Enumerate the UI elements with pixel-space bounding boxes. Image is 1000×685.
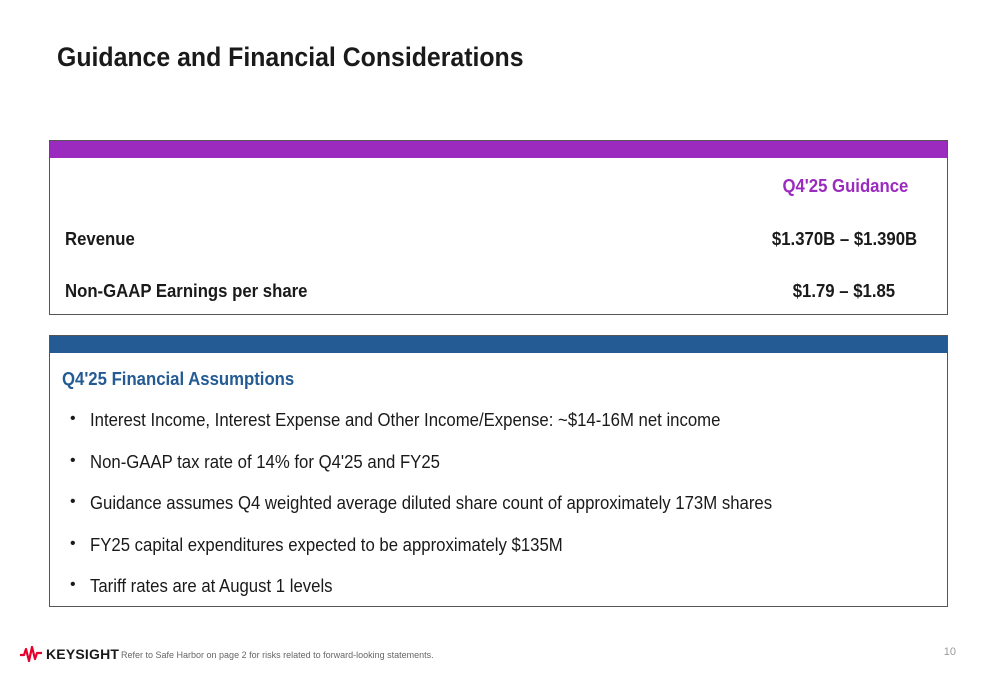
guidance-row-label-text: Revenue xyxy=(65,229,135,249)
bullet-icon: • xyxy=(70,410,76,427)
bullet-icon: • xyxy=(70,451,76,469)
guidance-row-value: $1.79 – $1.85 xyxy=(785,281,895,302)
list-item-text: Interest Income, Interest Expense and Ot… xyxy=(90,410,721,430)
guidance-row-value-text: $1.79 – $1.85 xyxy=(792,281,895,301)
assumptions-list: • Interest Income, Interest Expense and O… xyxy=(70,410,823,618)
list-item-text: FY25 capital expenditures expected to be… xyxy=(90,534,563,555)
list-item-text: Tariff rates are at August 1 levels xyxy=(90,576,333,596)
safe-harbor-disclaimer: Refer to Safe Harbor on page 2 for risks… xyxy=(121,650,434,660)
assumptions-header-bar xyxy=(50,336,947,353)
bullet-icon: • xyxy=(70,576,76,593)
list-item-text: Guidance assumes Q4 weighted average dil… xyxy=(90,493,773,513)
guidance-row-label: Revenue xyxy=(65,229,140,250)
page-number: 10 xyxy=(943,646,956,658)
guidance-row-value: $1.370B – $1.390B xyxy=(761,229,917,250)
guidance-column-header-text: Q4'25 Guidance xyxy=(782,176,908,196)
assumptions-title: Q4'25 Financial Assumptions xyxy=(62,369,312,390)
keysight-wave-icon xyxy=(20,646,42,662)
guidance-row-value-text: $1.370B – $1.390B xyxy=(771,229,917,249)
keysight-logo: KEYSIGHT xyxy=(20,646,119,662)
brand-name: KEYSIGHT xyxy=(46,646,120,662)
list-item: • Guidance assumes Q4 weighted average di… xyxy=(70,493,823,535)
guidance-panel: Q4'25 Guidance Revenue $1.370B – $1.390B… xyxy=(49,140,948,315)
list-item-text: Non-GAAP tax rate of 14% for Q4'25 and F… xyxy=(90,451,440,472)
list-item: • FY25 capital expenditures expected to b… xyxy=(70,535,823,577)
bullet-icon: • xyxy=(70,534,76,552)
page-title: Guidance and Financial Considerations xyxy=(57,42,524,72)
assumptions-panel: Q4'25 Financial Assumptions • Interest In… xyxy=(49,335,948,607)
guidance-column-header: Q4'25 Guidance xyxy=(773,176,908,197)
list-item: • Interest Income, Interest Expense and O… xyxy=(70,410,823,452)
bullet-icon: • xyxy=(70,493,76,510)
list-item: • Tariff rates are at August 1 levels xyxy=(70,576,823,618)
list-item: • Non-GAAP tax rate of 14% for Q4'25 and … xyxy=(70,452,823,494)
guidance-row-label: Non-GAAP Earnings per share xyxy=(65,281,326,302)
guidance-header-bar xyxy=(50,141,947,158)
assumptions-title-text: Q4'25 Financial Assumptions xyxy=(62,369,295,389)
guidance-row-label-text: Non-GAAP Earnings per share xyxy=(65,281,308,301)
